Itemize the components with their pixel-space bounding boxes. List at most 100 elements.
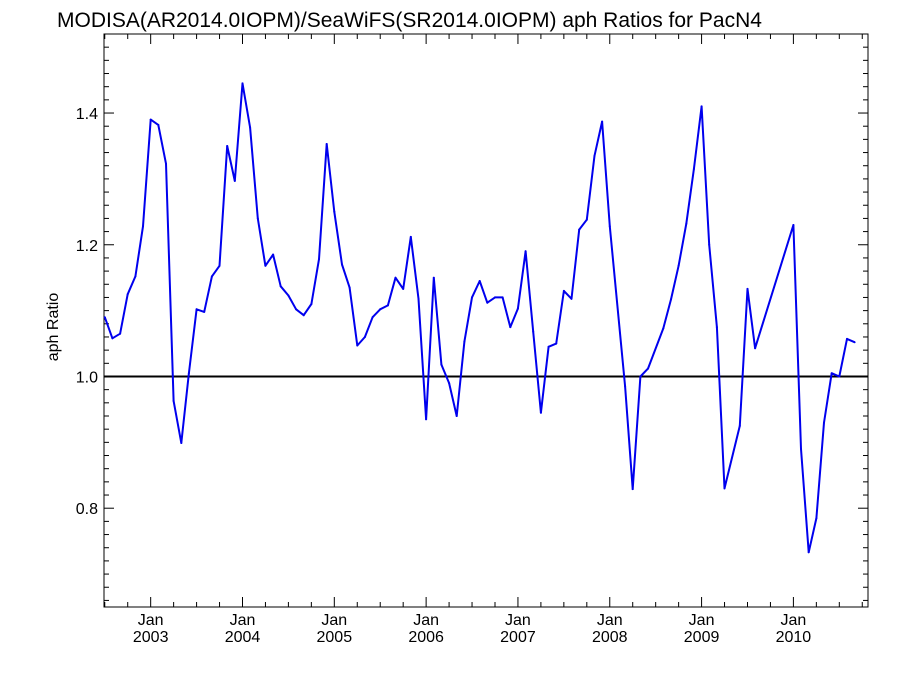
- x-tick-label-month: Jan: [780, 612, 806, 629]
- data-point: [815, 517, 818, 520]
- data-point: [471, 296, 473, 299]
- data-point: [371, 316, 374, 319]
- data-point: [363, 336, 366, 338]
- x-tick-label-month: Jan: [321, 612, 347, 629]
- data-point: [608, 225, 611, 228]
- data-point: [295, 308, 298, 311]
- data-point: [838, 375, 841, 378]
- data-point: [134, 275, 137, 278]
- data-point: [310, 303, 313, 305]
- data-point: [302, 314, 305, 317]
- data-point: [348, 286, 351, 289]
- y-tick-label: 1.4: [76, 106, 98, 123]
- data-point: [379, 308, 382, 311]
- data-point: [601, 120, 604, 123]
- y-tick-label: 0.8: [76, 501, 98, 518]
- data-point: [341, 263, 343, 266]
- data-point: [432, 276, 435, 279]
- y-tick-label: 1.2: [76, 238, 98, 255]
- data-point: [272, 253, 275, 256]
- data-point: [103, 316, 106, 319]
- data-point: [562, 289, 565, 292]
- data-point: [195, 308, 198, 311]
- data-point: [593, 154, 596, 157]
- data-point: [677, 264, 680, 267]
- data-point: [738, 424, 741, 427]
- data-point: [448, 382, 451, 385]
- data-point: [708, 243, 711, 246]
- data-point: [570, 297, 573, 300]
- x-tick-label-year: 2007: [500, 629, 536, 646]
- data-point: [142, 225, 144, 228]
- data-point: [463, 340, 466, 343]
- x-tick-label-year: 2010: [776, 629, 812, 646]
- data-point: [516, 307, 519, 310]
- data-point: [279, 285, 282, 288]
- plot-area: 0.81.01.21.4Jan2003Jan2004Jan2005Jan2006…: [76, 33, 869, 646]
- data-point: [333, 210, 336, 213]
- data-point: [547, 345, 550, 348]
- data-point: [800, 447, 802, 450]
- data-point: [172, 399, 175, 402]
- plot-frame: [103, 33, 869, 608]
- data-point: [754, 347, 757, 350]
- data-point: [165, 162, 167, 165]
- x-tick-label-month: Jan: [230, 612, 256, 629]
- data-point: [555, 342, 558, 345]
- x-tick-label-year: 2009: [684, 629, 720, 646]
- data-point: [647, 367, 649, 370]
- data-point: [425, 418, 428, 421]
- data-point: [157, 123, 160, 126]
- data-point: [700, 105, 703, 108]
- data-point: [539, 411, 542, 414]
- data-point: [524, 250, 527, 253]
- data-point: [126, 293, 129, 296]
- data-point: [823, 421, 825, 424]
- data-point: [532, 330, 535, 333]
- data-point: [685, 222, 688, 225]
- x-tick-label-month: Jan: [505, 612, 531, 629]
- data-point: [409, 235, 412, 238]
- data-point: [723, 487, 726, 490]
- data-point: [509, 326, 512, 329]
- data-point: [119, 332, 122, 335]
- data-point: [585, 218, 588, 221]
- data-point: [807, 551, 810, 554]
- data-point: [792, 224, 795, 226]
- data-point: [478, 280, 481, 282]
- x-tick-label-month: Jan: [138, 612, 164, 629]
- data-point: [440, 363, 443, 366]
- x-tick-label-month: Jan: [597, 612, 623, 629]
- data-point: [494, 296, 496, 299]
- data-point: [249, 126, 252, 129]
- data-point: [264, 264, 267, 267]
- data-point: [417, 297, 420, 300]
- data-point: [846, 337, 848, 340]
- y-axis-label: aph Ratio: [45, 293, 62, 362]
- data-point: [455, 415, 458, 417]
- data-point: [325, 143, 328, 145]
- data-point: [692, 168, 695, 170]
- data-point: [670, 298, 672, 301]
- data-point: [111, 337, 114, 340]
- data-point: [356, 344, 359, 347]
- data-point: [639, 375, 642, 378]
- series-line: [103, 82, 855, 554]
- data-point: [180, 442, 183, 444]
- data-point: [287, 294, 290, 297]
- data-point: [631, 488, 634, 491]
- data-point: [203, 310, 206, 313]
- data-point: [226, 145, 229, 147]
- x-tick-label-month: Jan: [689, 612, 715, 629]
- data-point: [662, 327, 665, 330]
- data-point: [578, 228, 581, 231]
- data-point: [853, 341, 856, 344]
- data-point: [746, 287, 749, 290]
- data-point: [187, 372, 190, 375]
- data-point: [486, 301, 489, 304]
- data-point: [210, 275, 213, 278]
- chart-title: MODISA(AR2014.0IOPM)/SeaWiFS(SR2014.0IOP…: [57, 9, 762, 32]
- data-point: [218, 264, 221, 267]
- data-point: [386, 304, 389, 307]
